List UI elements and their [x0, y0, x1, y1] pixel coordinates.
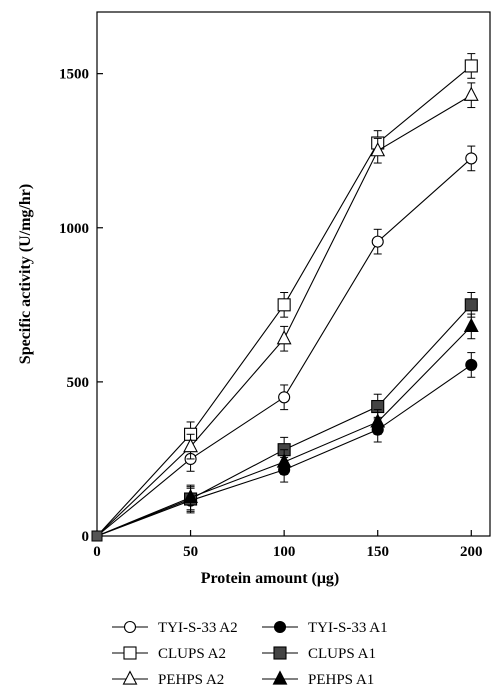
plot-frame — [96, 11, 491, 537]
x-tick-label: 50 — [183, 544, 198, 560]
legend-marker — [273, 646, 287, 660]
x-tick-label: 0 — [93, 544, 101, 560]
legend-item: PEHPS A1 — [262, 670, 374, 688]
data-point — [371, 235, 384, 248]
x-tick-label: 100 — [273, 544, 296, 560]
y-axis-title: Specific activity (U/mg/hr) — [17, 184, 34, 364]
legend-label: CLUPS A2 — [158, 646, 226, 662]
data-point — [91, 530, 103, 542]
data-point — [277, 298, 291, 312]
legend-item: CLUPS A1 — [262, 646, 376, 662]
series-pehps-a1 — [91, 313, 479, 542]
y-tick-label: 500 — [67, 375, 90, 391]
data-point — [463, 317, 479, 332]
legend-label: TYI-S-33 A1 — [308, 620, 388, 636]
data-point — [278, 391, 291, 404]
data-point — [465, 152, 478, 165]
legend-marker — [272, 670, 288, 685]
x-axis-title: Protein amount (μg) — [201, 570, 340, 587]
y-axis: 0 500 1000 1500 — [59, 67, 103, 545]
legend-label: PEHPS A1 — [308, 672, 374, 688]
legend-marker — [122, 670, 138, 685]
legend-marker — [273, 620, 287, 634]
data-point — [370, 142, 386, 157]
plot-area — [96, 11, 491, 537]
legend-item: CLUPS A2 — [112, 646, 226, 662]
series-layer — [91, 53, 479, 542]
legend-label: PEHPS A2 — [158, 672, 224, 688]
y-tick-label: 1000 — [59, 221, 89, 237]
data-point — [276, 453, 292, 468]
data-point — [464, 59, 478, 73]
data-point — [276, 330, 292, 345]
legend-item: PEHPS A2 — [112, 670, 224, 688]
x-tick-label: 200 — [460, 544, 483, 560]
data-point — [464, 298, 478, 312]
y-tick-label: 0 — [82, 529, 90, 545]
series-line — [96, 326, 472, 537]
y-tick-label: 1500 — [59, 67, 89, 83]
data-point — [183, 488, 198, 504]
x-tick-label: 150 — [366, 544, 389, 560]
data-point — [465, 358, 478, 371]
legend-item: TYI-S-33 A2 — [112, 620, 238, 636]
data-point — [370, 413, 386, 428]
x-axis: 0 50 100 150 200 — [93, 530, 483, 560]
legend-marker — [123, 620, 137, 634]
legend-item: TYI-S-33 A1 — [262, 620, 388, 636]
data-point — [183, 437, 198, 453]
data-point — [463, 86, 479, 101]
legend-marker — [123, 646, 137, 660]
legend: TYI-S-33 A2 TYI-S-33 A1 CLUPS A2 CLUPS A1 PE… — [112, 620, 388, 688]
legend-label: CLUPS A1 — [308, 646, 376, 662]
legend-label: TYI-S-33 A2 — [158, 620, 238, 636]
